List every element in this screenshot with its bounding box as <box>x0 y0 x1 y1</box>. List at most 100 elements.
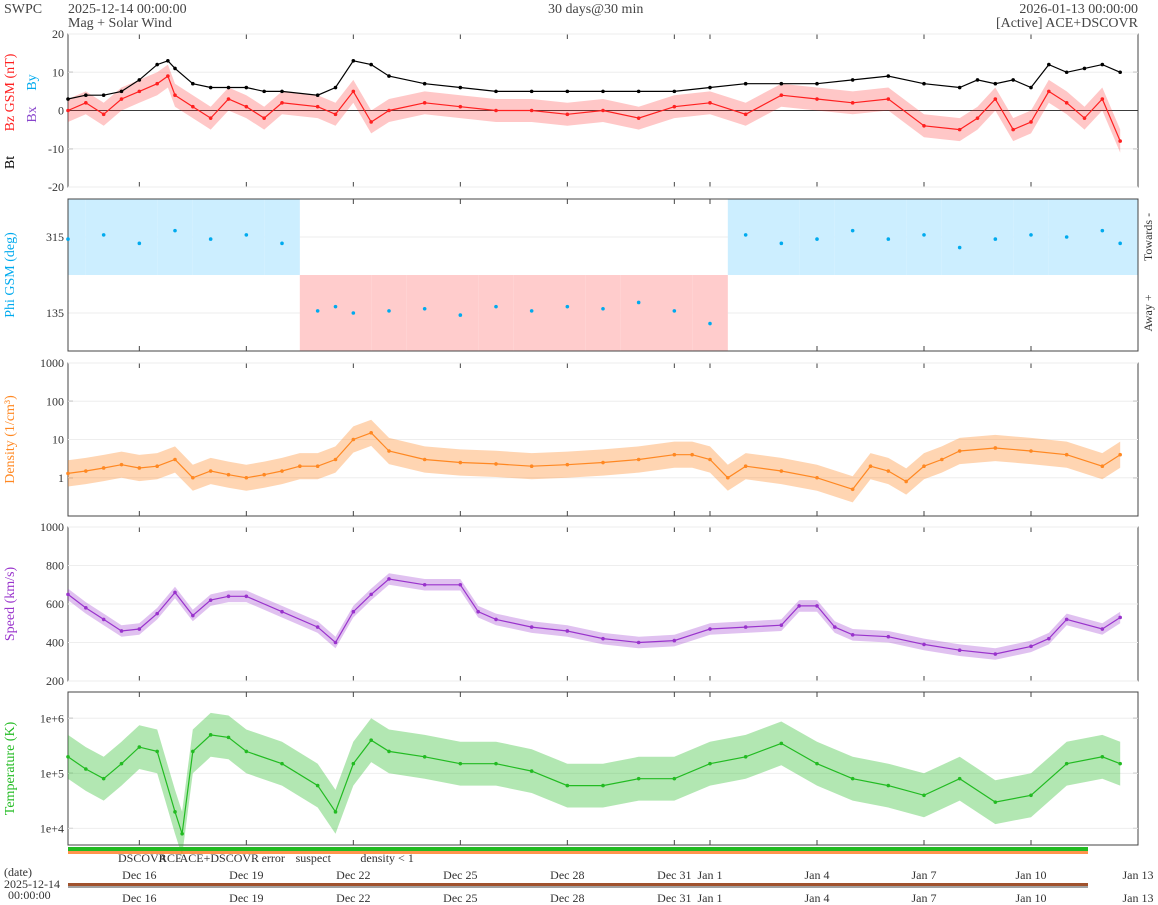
speed-point <box>708 627 712 631</box>
phi-towards-band <box>834 199 871 275</box>
y-tick-label: -10 <box>48 142 64 156</box>
speed-point <box>1100 627 1105 631</box>
phi-point <box>636 300 641 305</box>
density-point <box>1029 449 1033 453</box>
bt-point <box>1100 62 1105 67</box>
density-flag-strip <box>68 851 1088 854</box>
temperature-point <box>244 749 249 754</box>
density-point <box>244 475 249 480</box>
speed-point <box>333 640 338 645</box>
x-tick-label: Jan 4 <box>805 891 830 905</box>
density-point <box>1100 464 1105 469</box>
temperature-point <box>84 767 88 771</box>
temperature-point <box>886 783 891 788</box>
x-tick-label: Dec 28 <box>550 891 584 905</box>
phi-point <box>101 233 106 237</box>
density-point <box>226 472 231 477</box>
bt-point <box>191 81 195 86</box>
span-label: 30 days@30 min <box>548 2 644 17</box>
footer-start-date: 2025-12-14 <box>4 877 60 891</box>
bt-point <box>458 85 463 90</box>
bt-point <box>280 89 284 94</box>
temperature-point <box>137 745 142 749</box>
source-label: [Active] ACE+DSCOVR <box>995 16 1138 31</box>
density-point <box>1064 452 1069 457</box>
bz-point <box>280 101 284 105</box>
x-tick-label: Dec 22 <box>336 891 370 905</box>
speed-point <box>191 613 195 618</box>
speed-point <box>797 604 801 608</box>
temperature-point <box>815 761 819 766</box>
y-tick-label: 1 <box>58 471 64 485</box>
bt-point <box>119 89 124 94</box>
speed-point <box>494 617 498 622</box>
bz-point <box>422 101 427 105</box>
temperature-point <box>1029 793 1033 798</box>
subtitle: Mag + Solar Wind <box>68 16 172 31</box>
speed-point <box>351 609 356 614</box>
density-point <box>66 471 70 476</box>
bz-point <box>173 93 177 97</box>
density-point <box>957 449 962 453</box>
temperature-point <box>565 783 570 788</box>
bz-point <box>1064 101 1069 105</box>
phi-towards-band <box>727 199 764 275</box>
density-range-area <box>68 419 1121 503</box>
phi-towards-band <box>1102 199 1138 275</box>
speed-point <box>458 582 463 587</box>
bt-point <box>422 81 427 86</box>
phi-point <box>173 228 177 233</box>
y-tick-label: 1e+6 <box>40 711 64 725</box>
bz-point <box>208 116 213 120</box>
bz-point <box>886 97 891 101</box>
density-point <box>315 464 320 469</box>
y-tick-label: 1e+5 <box>40 766 64 780</box>
x-tick-label: Dec 19 <box>229 891 263 905</box>
temperature-point <box>1100 754 1105 759</box>
status-strip <box>68 847 1088 851</box>
bz-point <box>1029 120 1033 124</box>
density-point <box>726 475 730 480</box>
bt-point <box>351 58 356 63</box>
phi-point <box>529 309 534 313</box>
phi-point <box>387 309 391 313</box>
temperature-point <box>636 776 641 781</box>
bt-point <box>208 85 213 90</box>
speed-point <box>743 625 748 629</box>
phi-towards-band <box>228 199 265 275</box>
phi-point <box>351 311 356 315</box>
temperature-point <box>101 776 106 781</box>
bz-point <box>333 112 338 117</box>
speed-point <box>315 625 320 629</box>
temperature-point <box>1064 761 1069 766</box>
bt-point <box>1064 70 1069 75</box>
density-point <box>708 457 712 462</box>
temperature-point <box>850 776 855 781</box>
bz-point <box>922 124 926 128</box>
phi-towards-band <box>264 199 300 275</box>
temperature-point <box>208 733 213 737</box>
temperature-point <box>957 776 962 781</box>
density-point <box>208 469 213 473</box>
temperature-point <box>119 761 124 766</box>
bz-point <box>166 74 170 78</box>
bt-point <box>226 85 231 90</box>
x-tick-label: Dec 16 <box>122 868 156 882</box>
legend-item-4: suspect <box>296 851 332 865</box>
y-tick-label: 1e+4 <box>40 821 64 835</box>
temperature-point <box>315 783 320 788</box>
speed-point <box>1047 636 1051 641</box>
speed-point <box>1029 644 1033 649</box>
temperature-point <box>351 761 356 766</box>
speed-point <box>1118 615 1122 620</box>
bt-point <box>1029 85 1033 90</box>
phi-towards-band <box>941 199 978 275</box>
phi-point <box>333 304 338 309</box>
bz-point <box>66 108 70 113</box>
phi-point <box>422 306 427 311</box>
bz-point <box>101 112 106 117</box>
phi-point <box>458 313 463 317</box>
phi-away-band <box>585 275 621 351</box>
speed-point <box>66 592 70 597</box>
bt-point <box>815 81 819 86</box>
